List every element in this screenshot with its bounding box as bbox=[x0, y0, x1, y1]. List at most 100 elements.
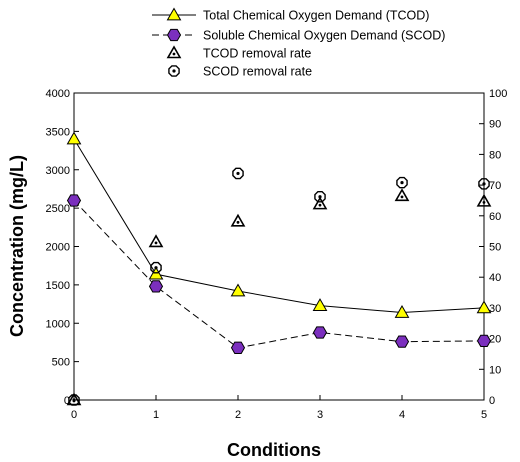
data-point bbox=[232, 167, 244, 180]
marker-outline bbox=[476, 193, 492, 207]
marker-outline bbox=[232, 167, 244, 180]
legend-item: TCOD removal rate bbox=[166, 45, 311, 61]
legend-marker bbox=[166, 45, 182, 59]
data-point bbox=[230, 213, 246, 227]
marker-dot bbox=[154, 241, 158, 245]
marker-outline bbox=[396, 176, 408, 189]
series-line bbox=[73, 138, 485, 314]
marker-dot bbox=[236, 220, 240, 224]
x-tick-label: 1 bbox=[153, 409, 159, 421]
y2-tick-label: 70 bbox=[489, 180, 501, 192]
y-axis-left: 0 500 1000 1500 2000 2500 3000 3500 4000 bbox=[46, 88, 79, 407]
y2-tick-label: 0 bbox=[489, 395, 495, 407]
legend: Total Chemical Oxygen Demand (TCOD) Solub… bbox=[152, 7, 445, 79]
data-point bbox=[148, 280, 164, 293]
marker-outline bbox=[230, 213, 246, 227]
data-point bbox=[396, 176, 408, 189]
x-tick-label: 4 bbox=[399, 409, 405, 421]
y-tick-label: 3500 bbox=[46, 126, 70, 138]
marker-dot bbox=[482, 182, 486, 186]
y2-tick-label: 50 bbox=[489, 242, 501, 254]
series-3 bbox=[66, 188, 492, 406]
legend-marker bbox=[166, 7, 182, 21]
y2-tick-label: 20 bbox=[489, 334, 501, 346]
y-tick-label: 1000 bbox=[46, 318, 70, 330]
data-point bbox=[394, 188, 410, 202]
data-point bbox=[476, 300, 492, 314]
y-axis-right: 0 10 20 30 40 50 60 70 80 90 100 bbox=[479, 88, 507, 407]
data-point bbox=[312, 298, 328, 311]
x-tick-label: 2 bbox=[235, 409, 241, 421]
marker-dot bbox=[400, 181, 404, 185]
legend-label: Total Chemical Oxygen Demand (TCOD) bbox=[203, 9, 429, 23]
marker-dot bbox=[172, 69, 176, 73]
legend-label: TCOD removal rate bbox=[203, 47, 311, 61]
plot-area bbox=[73, 92, 485, 401]
marker-outline bbox=[148, 234, 164, 248]
data-point bbox=[476, 334, 492, 348]
data-point bbox=[66, 131, 82, 145]
data-point bbox=[148, 234, 164, 248]
y2-tick-label: 10 bbox=[489, 364, 501, 376]
legend-label: SCOD removal rate bbox=[203, 65, 312, 79]
y-tick-label: 500 bbox=[52, 357, 70, 369]
y2-tick-label: 60 bbox=[489, 211, 501, 223]
series-2 bbox=[66, 194, 492, 354]
legend-item: Total Chemical Oxygen Demand (TCOD) bbox=[152, 7, 429, 23]
y-tick-label: 3000 bbox=[46, 165, 70, 177]
data-point bbox=[312, 196, 328, 210]
data-point bbox=[314, 190, 326, 203]
marker-dot bbox=[154, 266, 158, 270]
x-axis: 0 1 2 3 4 5 bbox=[71, 395, 487, 421]
series-4 bbox=[68, 167, 490, 406]
legend-item: Soluble Chemical Oxygen Demand (SCOD) bbox=[152, 29, 445, 43]
data-point bbox=[150, 261, 162, 274]
legend-label: Soluble Chemical Oxygen Demand (SCOD) bbox=[203, 29, 445, 43]
y-tick-label: 4000 bbox=[46, 88, 70, 100]
marker-outline bbox=[150, 261, 162, 274]
marker-dot bbox=[172, 52, 176, 56]
y2-tick-label: 80 bbox=[489, 149, 501, 161]
data-point bbox=[230, 283, 246, 297]
data-point bbox=[230, 341, 246, 354]
series-layer bbox=[66, 131, 492, 406]
y2-tick-label: 100 bbox=[489, 88, 507, 100]
marker-dot bbox=[236, 171, 240, 176]
marker-outline bbox=[312, 196, 328, 210]
marker-dot bbox=[482, 200, 486, 204]
x-axis-title: Conditions bbox=[227, 440, 321, 460]
y2-tick-label: 40 bbox=[489, 272, 501, 284]
data-point bbox=[66, 194, 82, 207]
data-point bbox=[394, 304, 410, 318]
marker-outline bbox=[314, 190, 326, 203]
y-tick-label: 0 bbox=[64, 395, 70, 407]
marker-outline bbox=[394, 188, 410, 202]
x-tick-label: 5 bbox=[481, 409, 487, 421]
plot-frame bbox=[73, 92, 485, 401]
y-axis-title: Concentration (mg/L) bbox=[7, 155, 27, 337]
marker-dot bbox=[72, 398, 76, 402]
marker-outline bbox=[166, 45, 182, 59]
data-point bbox=[68, 394, 80, 406]
y2-tick-label: 30 bbox=[489, 303, 501, 315]
marker-outline bbox=[168, 65, 180, 77]
y-tick-label: 2500 bbox=[46, 203, 70, 215]
y2-tick-label: 90 bbox=[489, 119, 501, 131]
data-point bbox=[478, 178, 490, 190]
marker-outline bbox=[68, 394, 80, 406]
series-1 bbox=[66, 131, 492, 318]
series-line bbox=[73, 200, 485, 349]
data-point bbox=[312, 326, 328, 339]
legend-item: SCOD removal rate bbox=[168, 65, 312, 79]
marker-dot bbox=[318, 195, 322, 199]
legend-marker bbox=[168, 65, 180, 77]
data-point bbox=[476, 193, 492, 207]
marker-dot bbox=[400, 195, 404, 199]
data-point bbox=[394, 335, 410, 348]
x-tick-label: 3 bbox=[317, 409, 323, 421]
y-tick-label: 2000 bbox=[46, 242, 70, 254]
marker-dot bbox=[318, 203, 322, 207]
x-tick-label: 0 bbox=[71, 409, 77, 421]
y-tick-label: 1500 bbox=[46, 280, 70, 292]
